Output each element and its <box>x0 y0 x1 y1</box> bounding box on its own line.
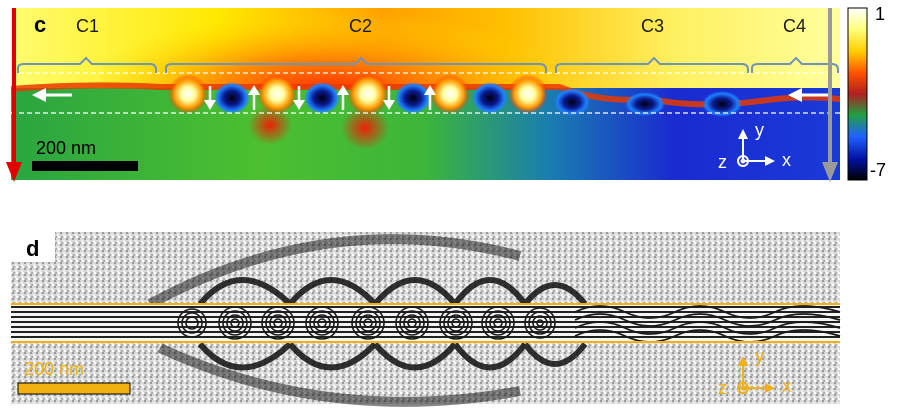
right-arrow-icon <box>788 88 828 102</box>
colorbar <box>847 7 868 181</box>
bracket-c1 <box>17 56 157 73</box>
bracket-c3 <box>555 56 749 73</box>
axis-label-z-c: z <box>718 152 727 172</box>
panel-c-letter: c <box>34 12 47 37</box>
grey-down-arrow-icon <box>822 8 838 182</box>
axes-icon-d <box>737 356 775 394</box>
colorbar-min-label: -7 <box>870 160 887 180</box>
panel-c-image <box>6 3 868 182</box>
axes-icon-c <box>737 129 775 167</box>
axis-label-x-c: x <box>782 150 791 170</box>
red-down-arrow-icon <box>6 8 22 182</box>
axis-label-z-d: z <box>718 378 727 398</box>
region-label-c4: C4 <box>783 16 807 36</box>
axis-label-y-d: y <box>755 346 764 366</box>
scalebar-label-c: 200 nm <box>36 138 97 158</box>
panel-d: d 200 nm y x z <box>0 226 899 415</box>
panel-c: c C1 C2 C3 C4 200 nm y x z 1 -7 <box>0 0 899 195</box>
region-label-c3: C3 <box>641 16 665 36</box>
scalebar-c <box>32 161 138 171</box>
bracket-c2 <box>165 56 547 73</box>
region-label-c2: C2 <box>349 16 373 36</box>
bracket-c4 <box>751 56 839 73</box>
panel-d-image <box>11 232 841 407</box>
left-arrow-icon <box>32 88 72 102</box>
spin-arrows-icon <box>204 85 436 110</box>
scalebar-label-d: 200 nm <box>24 359 85 379</box>
region-label-c1: C1 <box>76 16 100 36</box>
colorbar-max-label: 1 <box>875 4 886 24</box>
scalebar-d <box>17 382 131 395</box>
axis-label-x-d: x <box>782 376 791 396</box>
axis-label-y-c: y <box>755 120 764 140</box>
panel-d-letter: d <box>26 236 40 261</box>
